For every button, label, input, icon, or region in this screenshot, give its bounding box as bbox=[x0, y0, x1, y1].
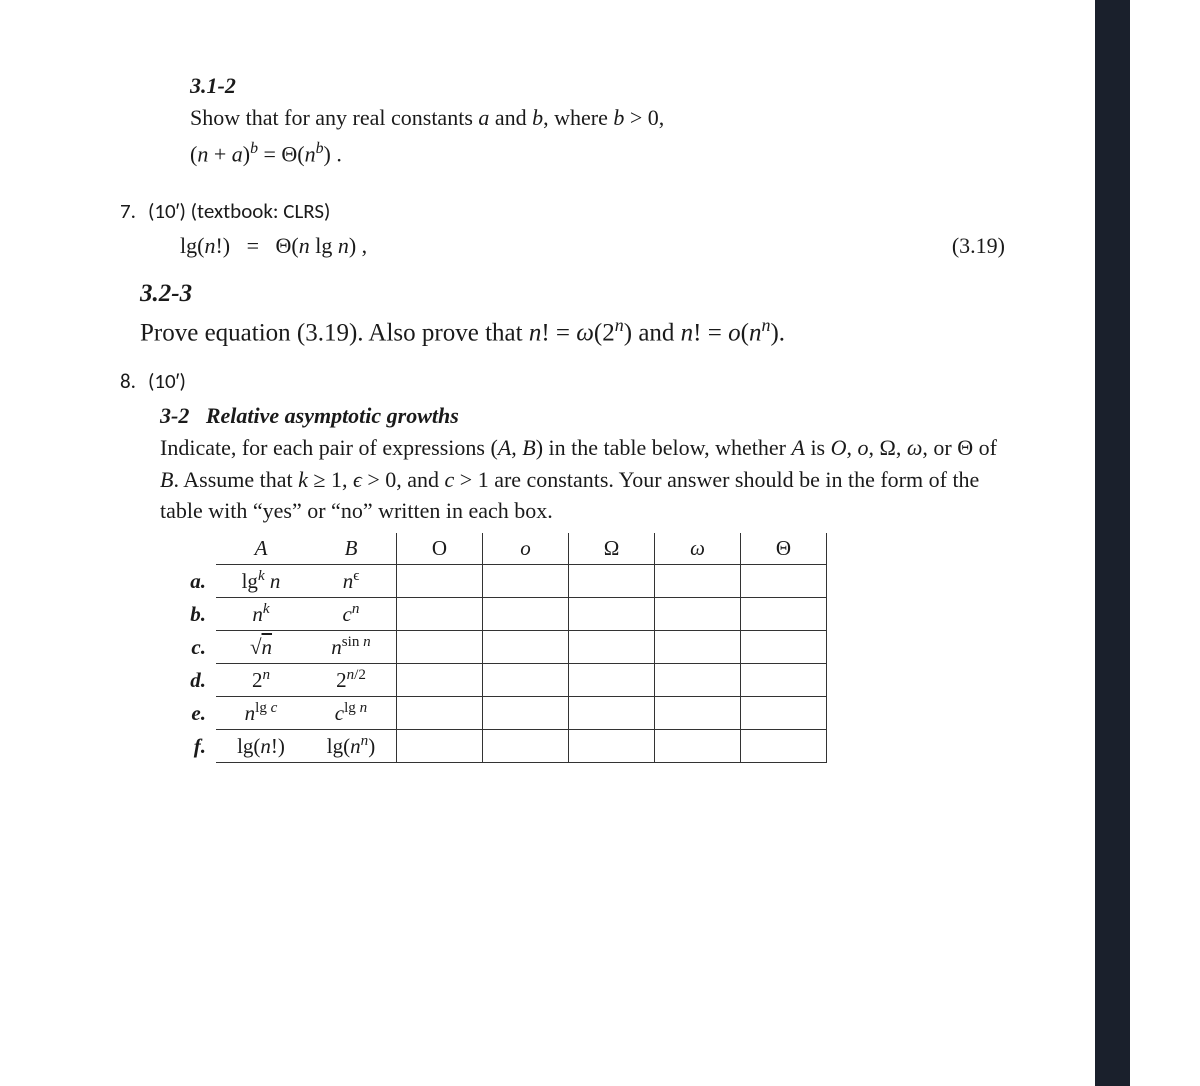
cell-B: 2n/2 bbox=[306, 664, 397, 697]
page: 3.1-2 Show that for any real constants a… bbox=[0, 0, 1130, 1086]
col-Omega: Ω bbox=[569, 533, 655, 565]
answer-cell bbox=[655, 697, 741, 730]
cell-A: nk bbox=[216, 598, 306, 631]
col-O: O bbox=[397, 533, 483, 565]
answer-cell bbox=[397, 598, 483, 631]
cell-B: cn bbox=[306, 598, 397, 631]
cell-B: nsin n bbox=[306, 631, 397, 664]
answer-cell bbox=[483, 697, 569, 730]
cell-A: lgk n bbox=[216, 565, 306, 598]
answer-cell bbox=[741, 664, 827, 697]
answer-cell bbox=[483, 565, 569, 598]
growth-table: A B O o Ω ω Θ a.lgk nnϵ b.nkcn c.√nnsin … bbox=[0, 533, 1095, 763]
table-row: a.lgk nnϵ bbox=[170, 565, 827, 598]
exercise-label: 3.2-3 bbox=[140, 276, 1095, 312]
cell-B: clg n bbox=[306, 697, 397, 730]
equation-3-19: lg(n!) = Θ(n lg n) , (3.19) bbox=[0, 230, 1095, 262]
answer-cell bbox=[741, 598, 827, 631]
row-label: a. bbox=[170, 565, 216, 598]
answer-cell bbox=[397, 697, 483, 730]
answer-cell bbox=[741, 631, 827, 664]
table-row: e.nlg cclg n bbox=[170, 697, 827, 730]
answer-cell bbox=[397, 565, 483, 598]
row-label: f. bbox=[170, 730, 216, 763]
answer-cell bbox=[741, 697, 827, 730]
cell-B: nϵ bbox=[306, 565, 397, 598]
answer-cell bbox=[397, 664, 483, 697]
table-body: a.lgk nnϵ b.nkcn c.√nnsin n d.2n2n/2 e.n… bbox=[170, 565, 827, 763]
question-number: 8. bbox=[120, 368, 136, 394]
answer-cell bbox=[741, 565, 827, 598]
table-row: f.lg(n!)lg(nn) bbox=[170, 730, 827, 763]
answer-cell bbox=[655, 598, 741, 631]
exercise-label: 3.1-2 bbox=[190, 70, 1005, 102]
exercise-equation: (n + a)b = Θ(nb) . bbox=[190, 138, 1005, 170]
answer-cell bbox=[569, 565, 655, 598]
table-header-row: A B O o Ω ω Θ bbox=[170, 533, 827, 565]
question-number: 7. bbox=[120, 198, 136, 224]
answer-cell bbox=[397, 730, 483, 763]
cell-A: nlg c bbox=[216, 697, 306, 730]
row-label: e. bbox=[170, 697, 216, 730]
answer-cell bbox=[483, 664, 569, 697]
answer-cell bbox=[655, 730, 741, 763]
cell-A: lg(n!) bbox=[216, 730, 306, 763]
answer-cell bbox=[569, 730, 655, 763]
exercise-text: Prove equation (3.19). Also prove that n… bbox=[140, 312, 1095, 352]
answer-cell bbox=[569, 631, 655, 664]
question-points: (10′) bbox=[148, 368, 186, 394]
problem-paragraph: Indicate, for each pair of expressions (… bbox=[160, 432, 1005, 528]
growth-table-table: A B O o Ω ω Θ a.lgk nnϵ b.nkcn c.√nnsin … bbox=[170, 533, 827, 763]
answer-cell bbox=[397, 631, 483, 664]
col-Theta: Θ bbox=[741, 533, 827, 565]
answer-cell bbox=[655, 565, 741, 598]
answer-cell bbox=[569, 697, 655, 730]
row-label: d. bbox=[170, 664, 216, 697]
answer-cell bbox=[655, 631, 741, 664]
col-little-o: o bbox=[483, 533, 569, 565]
row-label: c. bbox=[170, 631, 216, 664]
row-label: b. bbox=[170, 598, 216, 631]
answer-cell bbox=[569, 598, 655, 631]
answer-cell bbox=[483, 730, 569, 763]
problem-3-2: 3-2 Relative asymptotic growths Indicate… bbox=[0, 400, 1095, 528]
problem-label: 3-2 bbox=[160, 403, 189, 428]
answer-cell bbox=[483, 631, 569, 664]
equation-text: lg(n!) = Θ(n lg n) , bbox=[180, 230, 367, 262]
question-7: 7. (10′) (textbook: CLRS) lg(n!) = Θ(n l… bbox=[0, 198, 1095, 262]
question-8: 8. (10′) bbox=[0, 368, 1095, 394]
problem-title: Relative asymptotic growths bbox=[206, 403, 459, 428]
col-omega: ω bbox=[655, 533, 741, 565]
table-row: b.nkcn bbox=[170, 598, 827, 631]
answer-cell bbox=[655, 664, 741, 697]
answer-cell bbox=[483, 598, 569, 631]
question-points: (10′) (textbook: CLRS) bbox=[148, 198, 330, 224]
table-row: d.2n2n/2 bbox=[170, 664, 827, 697]
answer-cell bbox=[569, 664, 655, 697]
table-row: c.√nnsin n bbox=[170, 631, 827, 664]
problem-heading: 3-2 Relative asymptotic growths bbox=[160, 400, 1005, 432]
equation-number: (3.19) bbox=[952, 230, 1005, 262]
cell-A: 2n bbox=[216, 664, 306, 697]
cell-A: √n bbox=[216, 631, 306, 664]
exercise-3-1-2: 3.1-2 Show that for any real constants a… bbox=[0, 70, 1095, 170]
exercise-3-2-3: 3.2-3 Prove equation (3.19). Also prove … bbox=[0, 276, 1095, 352]
answer-cell bbox=[741, 730, 827, 763]
cell-B: lg(nn) bbox=[306, 730, 397, 763]
col-A: A bbox=[216, 533, 306, 565]
exercise-text: Show that for any real constants a and b… bbox=[190, 102, 1005, 134]
col-B: B bbox=[306, 533, 397, 565]
